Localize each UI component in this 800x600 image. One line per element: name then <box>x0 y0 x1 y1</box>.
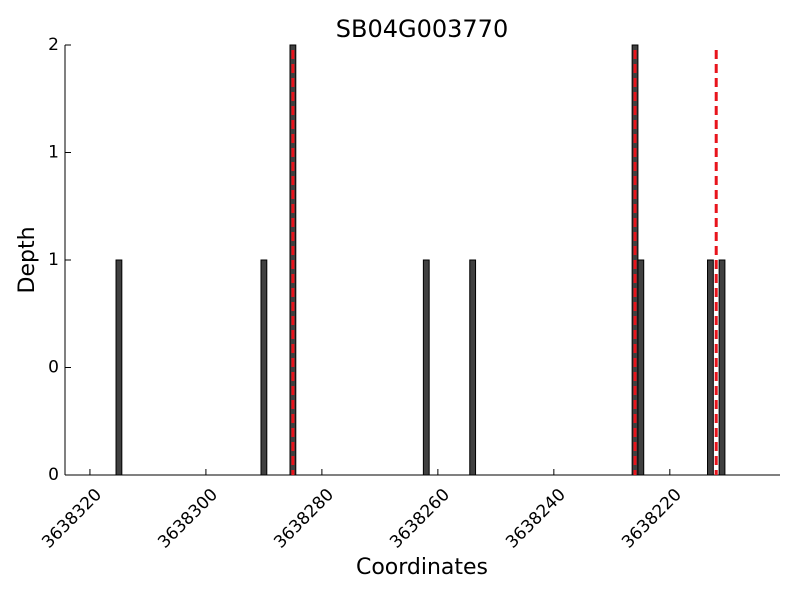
x-axis-label: Coordinates <box>356 555 488 580</box>
bar <box>260 259 268 476</box>
x-tick-label: 3638220 <box>618 485 686 553</box>
bar <box>469 259 477 476</box>
y-tick-label: 0 <box>48 358 59 378</box>
x-tick-label: 3638300 <box>154 485 222 553</box>
bar <box>718 259 726 476</box>
bar <box>637 259 645 476</box>
bar <box>115 259 123 476</box>
y-tick-label: 1 <box>48 143 59 163</box>
x-tick-label: 3638320 <box>38 485 106 553</box>
y-tick-label: 1 <box>48 250 59 270</box>
chart-title: SB04G003770 <box>336 15 508 43</box>
x-tick-label: 3638260 <box>386 485 454 553</box>
x-tick-label: 3638240 <box>502 485 570 553</box>
bar <box>707 259 714 476</box>
y-axis-label: Depth <box>15 226 40 293</box>
y-tick-label: 2 <box>48 35 59 55</box>
y-tick-label: 0 <box>48 465 59 485</box>
x-tick-label: 3638280 <box>270 485 338 553</box>
bar <box>422 259 430 476</box>
